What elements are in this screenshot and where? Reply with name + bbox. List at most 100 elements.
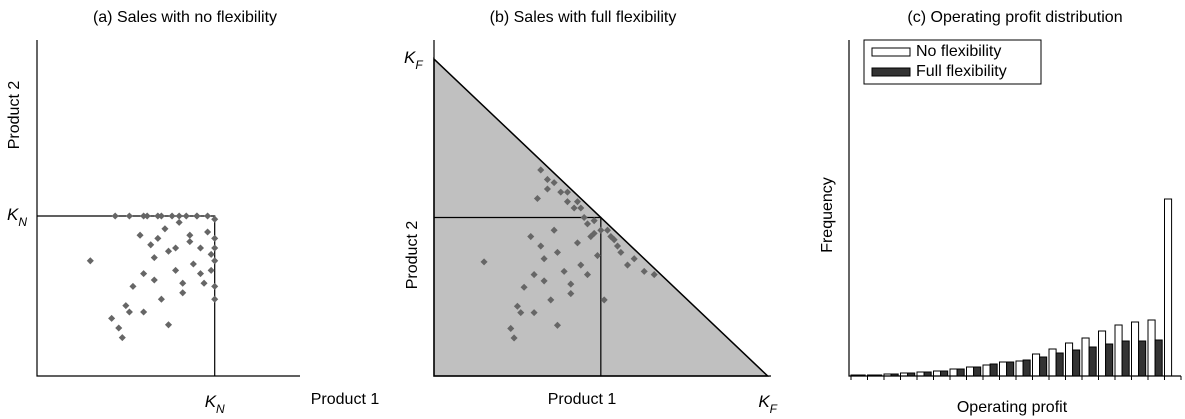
bar [1072, 349, 1081, 377]
point [136, 231, 144, 239]
point [154, 234, 162, 242]
bar [1138, 340, 1147, 377]
point [204, 228, 212, 236]
point [533, 194, 541, 203]
point [108, 314, 116, 322]
axes [433, 40, 771, 377]
point [543, 185, 551, 193]
point [86, 257, 94, 265]
point [527, 232, 535, 241]
point [125, 212, 133, 220]
legend-swatch [871, 47, 911, 57]
bar [1065, 342, 1074, 377]
point [530, 271, 538, 279]
point [650, 271, 658, 279]
y-tick-label: KF [404, 49, 423, 73]
x-axis-label: Operating profit [957, 399, 1068, 416]
point [182, 212, 190, 220]
point [207, 266, 215, 274]
point [543, 175, 551, 184]
point [186, 231, 194, 239]
point [164, 321, 173, 329]
point [480, 258, 488, 266]
point [211, 295, 219, 303]
point [597, 226, 605, 234]
point [573, 239, 582, 247]
point [193, 212, 201, 220]
point [590, 217, 598, 225]
point [211, 234, 219, 242]
point [537, 166, 545, 174]
point [577, 261, 585, 269]
point [583, 220, 592, 228]
point [550, 179, 558, 187]
point [520, 283, 528, 291]
point [607, 232, 615, 241]
point [560, 267, 568, 275]
bar [999, 361, 1008, 377]
point [563, 188, 572, 196]
point [630, 255, 638, 263]
panel-title: (a) Sales with no flexibility [93, 9, 277, 26]
point [115, 324, 123, 332]
panel-title: (b) Sales with full flexibility [490, 9, 677, 26]
point [530, 309, 538, 317]
point [211, 215, 219, 223]
x-tick-label: KF [758, 392, 777, 416]
bar [1081, 337, 1090, 377]
bar [1164, 198, 1173, 377]
bar [1114, 324, 1123, 377]
y-axis-label: Product 2 [404, 221, 421, 290]
point [179, 289, 187, 297]
point [175, 212, 183, 220]
x-tick-label: KN [205, 392, 225, 416]
legend-label: No flexibility [916, 43, 1001, 60]
point [168, 212, 176, 220]
bar [1039, 356, 1048, 377]
y-axis-label: Frequency [819, 177, 836, 253]
bar [1147, 319, 1156, 377]
point [547, 296, 555, 304]
legend-swatch [871, 67, 911, 77]
bar [933, 370, 942, 377]
bar [973, 366, 982, 377]
point [196, 244, 205, 252]
point [179, 279, 187, 287]
x-axis-label: Product 1 [311, 391, 380, 408]
point [122, 302, 130, 310]
point [517, 309, 525, 317]
point [583, 271, 592, 279]
point [623, 261, 632, 269]
bar [1055, 352, 1064, 377]
bar [1154, 339, 1163, 377]
panel-title: (c) Operating profit distribution [907, 9, 1122, 26]
point [550, 226, 558, 234]
bar [940, 370, 949, 377]
point [186, 238, 194, 246]
point [590, 229, 598, 237]
point [143, 212, 151, 220]
point [147, 241, 155, 249]
bar [1015, 360, 1024, 377]
point [603, 226, 612, 234]
point [553, 248, 561, 256]
point [140, 270, 148, 278]
point [510, 334, 518, 342]
point [593, 252, 602, 260]
bar [956, 368, 965, 377]
point [553, 321, 561, 329]
point [140, 308, 148, 316]
axes [848, 40, 1181, 377]
bar [989, 363, 998, 377]
point [570, 204, 578, 212]
point [118, 334, 126, 342]
point [617, 248, 625, 256]
point [580, 213, 588, 222]
point [140, 212, 148, 220]
point [573, 198, 582, 206]
point [154, 212, 162, 220]
point [161, 225, 169, 233]
point [125, 308, 133, 316]
bar [1048, 348, 1057, 377]
